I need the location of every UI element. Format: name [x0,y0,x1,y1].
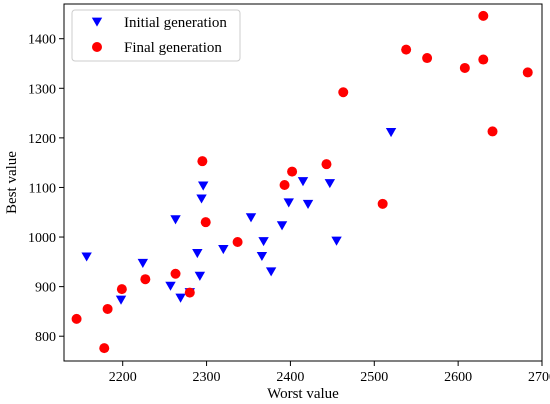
initial-generation-point [81,252,92,262]
final-generation-point [71,313,82,324]
data-points [71,10,533,354]
x-tick-label: 2700 [528,370,550,385]
final-generation-point [487,126,498,137]
y-tick-label: 900 [35,281,56,296]
initial-generation-point [192,248,203,259]
final-generation-point [279,179,290,190]
x-tick-label: 2600 [444,370,472,385]
initial-generation-point [137,258,149,269]
final-generation-point [184,287,195,298]
y-tick-label: 1200 [28,132,56,147]
final-generation-point [170,268,181,279]
final-generation-point [459,62,470,73]
final-generation-point [102,303,113,314]
initial-generation-point [218,245,229,255]
legend-marker-initial-generation [91,17,103,27]
initial-generation-point [198,181,209,191]
initial-generation-point [283,198,294,208]
initial-generation-point [245,213,257,223]
initial-generation-point [165,281,176,291]
initial-generation-point [196,194,207,204]
legend-label-initial-generation: Initial generation [124,15,227,31]
initial-generation-point [170,215,181,225]
final-generation-point [338,87,349,98]
x-tick-label: 2400 [276,370,304,385]
y-axis: 800 900 1000 1100 1200 1300 1400 [28,33,64,345]
final-generation-point [287,166,298,177]
plot-frame [63,3,543,362]
final-generation-point [197,156,208,167]
x-axis: 2200 2300 2400 2500 2600 2700 [109,361,550,385]
legend-box [71,9,241,62]
y-tick-label: 1100 [29,181,56,196]
final-generation-point [522,67,533,78]
x-tick-label: 2500 [360,370,388,385]
x-tick-label: 2200 [109,370,137,385]
final-generation-point [99,343,110,354]
y-tick-label: 1300 [28,82,56,97]
plot-frame-group [63,3,543,362]
initial-generation-point [258,237,269,247]
initial-generation-point [175,293,186,303]
final-generation-point [377,198,388,209]
final-generation-point [478,10,489,21]
initial-generation-point [265,267,277,277]
initial-generation-point [324,179,336,189]
x-axis-title: Worst value [267,386,339,402]
legend: Initial generation Final generation [71,9,241,62]
initial-generation-point [302,199,314,209]
y-axis-title: Best value [4,151,20,214]
legend-label-final-generation: Final generation [124,40,222,56]
final-generation-point [478,54,489,65]
final-generation-point [116,284,127,295]
final-generation-point [422,53,433,64]
legend-marker-final-generation [92,42,102,52]
y-tick-label: 1000 [28,231,56,246]
x-tick-label: 2300 [193,370,221,385]
final-generation-point [140,274,151,285]
initial-generation-point [276,221,288,231]
initial-generation-point [331,236,342,246]
initial-generation-point [194,271,206,281]
final-generation-point [321,159,332,170]
final-generation-point [401,44,412,55]
initial-generation-point [256,251,268,262]
final-generation-point [232,237,243,247]
initial-generation-point [115,295,127,305]
y-tick-label: 800 [35,330,56,345]
initial-generation-point [385,128,397,138]
y-tick-label: 1400 [28,33,56,48]
final-generation-point [200,217,211,228]
initial-generation-point [297,177,309,187]
